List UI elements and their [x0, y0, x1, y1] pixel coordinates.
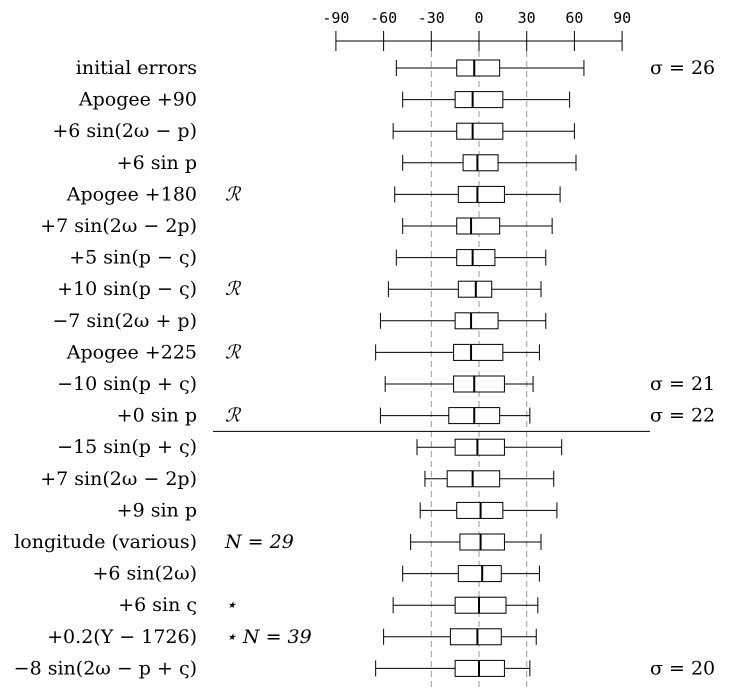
box-row: Apogee +180 ℛ — [66, 183, 561, 205]
box-row: −7 sin(2ω + p) — [52, 310, 547, 332]
box-row: +5 sin(p − ς) — [69, 247, 547, 269]
row-marker: ⋆ N = 39 — [225, 626, 312, 648]
x-tick-label: -60 — [370, 9, 397, 27]
row-label: +7 sin(2ω − 2p) — [40, 215, 197, 237]
row-label: +0.2(Y − 1726) — [47, 626, 197, 648]
x-tick-label: -90 — [322, 9, 349, 27]
iqr-box — [454, 596, 507, 614]
box-row: +10 sin(p − ς) ℛ — [57, 278, 542, 300]
row-marker: ℛ — [225, 341, 242, 363]
row-label: +6 sin p — [117, 152, 197, 174]
iqr-box — [457, 185, 505, 203]
row-marker: ℛ — [225, 183, 242, 205]
box-row: +6 sin p — [117, 152, 577, 174]
row-label: +6 sin(2ω − p) — [52, 120, 197, 142]
box-rows: initial errors σ = 26 Apogee +90 +6 sin(2ω … — [14, 57, 715, 679]
row-label: Apogee +90 — [78, 89, 197, 111]
iqr-box — [462, 154, 499, 172]
box-row: Apogee +225 ℛ — [66, 341, 540, 363]
x-axis: -90 -60 -30 0 30 60 90 — [322, 9, 631, 51]
box-row: +9 sin p — [117, 499, 558, 521]
iqr-box — [456, 122, 504, 140]
row-label: +0 sin p — [117, 405, 197, 427]
box-row: −8 sin(2ω − p + ς) σ = 20 — [14, 657, 715, 679]
row-label: −7 sin(2ω + p) — [52, 310, 197, 332]
row-label: −10 sin(p + ς) — [57, 373, 197, 395]
reference-lines — [430, 51, 528, 689]
row-label: −8 sin(2ω − p + ς) — [14, 657, 197, 679]
box-row: longitude (various) N = 29 — [14, 531, 542, 553]
row-label: longitude (various) — [14, 531, 197, 553]
row-marker: ⋆ — [225, 594, 237, 616]
box-row: +7 sin(2ω − 2p) — [40, 468, 555, 490]
row-label: −15 sin(p + ς) — [57, 436, 197, 458]
row-label: Apogee +225 — [66, 341, 197, 363]
x-tick-label: 0 — [474, 9, 483, 27]
row-marker: ℛ — [225, 278, 242, 300]
iqr-box — [454, 438, 505, 456]
iqr-box — [453, 343, 504, 361]
box-row: +0.2(Y − 1726) ⋆ N = 39 — [47, 626, 537, 648]
row-label: Apogee +180 — [66, 183, 197, 205]
iqr-box — [454, 312, 499, 330]
box-row: +6 sin ς ⋆ — [118, 594, 539, 616]
row-label: +10 sin(p − ς) — [57, 278, 197, 300]
box-row: −15 sin(p + ς) — [57, 436, 563, 458]
iqr-box — [456, 249, 496, 267]
row-label: +6 sin(2ω) — [92, 563, 197, 585]
sigma-label: σ = 21 — [650, 373, 715, 395]
x-tick-label: 60 — [565, 9, 583, 27]
row-label: initial errors — [76, 57, 197, 79]
sigma-label: σ = 22 — [650, 405, 715, 427]
box-row: +7 sin(2ω − 2p) — [40, 215, 553, 237]
iqr-box — [449, 628, 502, 646]
box-row: +6 sin(2ω) — [92, 563, 540, 585]
iqr-box — [454, 91, 504, 109]
box-row: Apogee +90 — [78, 89, 571, 111]
iqr-box — [456, 217, 501, 235]
row-label: +6 sin ς — [118, 594, 197, 616]
row-label: +9 sin p — [117, 499, 197, 521]
box-row: initial errors σ = 26 — [76, 57, 715, 79]
x-tick-label: 30 — [518, 9, 536, 27]
iqr-box — [453, 375, 505, 393]
iqr-box — [459, 533, 505, 551]
row-label: +7 sin(2ω − 2p) — [40, 468, 197, 490]
row-marker: ℛ — [225, 405, 242, 427]
iqr-box — [457, 565, 502, 583]
row-marker: N = 29 — [224, 531, 294, 553]
box-row: −10 sin(p + ς) σ = 21 — [57, 373, 715, 395]
row-label: +5 sin(p − ς) — [69, 247, 197, 269]
x-tick-label: 90 — [613, 9, 631, 27]
sigma-label: σ = 26 — [650, 57, 715, 79]
x-tick-label: -30 — [418, 9, 445, 27]
box-row: +6 sin(2ω − p) — [52, 120, 575, 142]
sigma-label: σ = 20 — [650, 657, 715, 679]
iqr-box — [456, 59, 501, 77]
